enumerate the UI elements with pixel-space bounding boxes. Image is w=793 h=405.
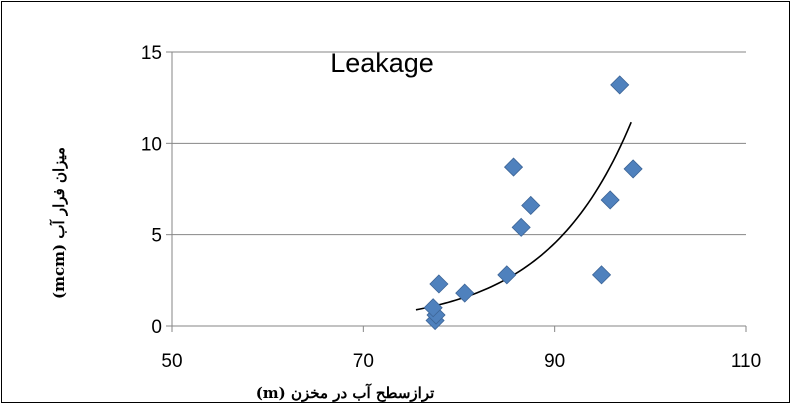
- x-tick-label-0: 50: [161, 351, 182, 372]
- y-tick-label-3: 15: [141, 43, 162, 64]
- x-tick-label-3: 110: [731, 351, 761, 372]
- data-point-6: [503, 157, 524, 177]
- x-tick-label-1: 70: [353, 351, 374, 372]
- data-point-7: [511, 217, 531, 237]
- x-axis-title: ترازسطح آب در مخزن (m): [256, 383, 435, 402]
- data-point-9: [591, 265, 612, 285]
- data-point-12: [623, 159, 643, 179]
- data-point-11: [610, 75, 630, 95]
- x-tick-label-2: 90: [544, 351, 565, 372]
- data-point-8: [521, 195, 541, 216]
- data-points: [423, 75, 643, 331]
- chart-title: Leakage: [330, 48, 434, 78]
- exponential-trendline: [415, 121, 632, 311]
- data-point-10: [600, 190, 620, 210]
- data-point-2: [423, 298, 443, 318]
- axes: [166, 51, 747, 332]
- y-tick-label-2: 10: [141, 134, 162, 155]
- y-axis-title: میزان فرار آب (mcm): [49, 147, 68, 299]
- y-tick-label-1: 5: [151, 226, 162, 247]
- data-point-5: [497, 265, 517, 285]
- tick-labels: 0 5 10 15 50 70 90 110: [141, 43, 761, 372]
- trendline: [415, 121, 632, 311]
- data-point-4: [455, 283, 475, 303]
- gridlines: [172, 51, 746, 236]
- y-tick-label-0: 0: [151, 317, 162, 338]
- data-point-3: [429, 274, 449, 294]
